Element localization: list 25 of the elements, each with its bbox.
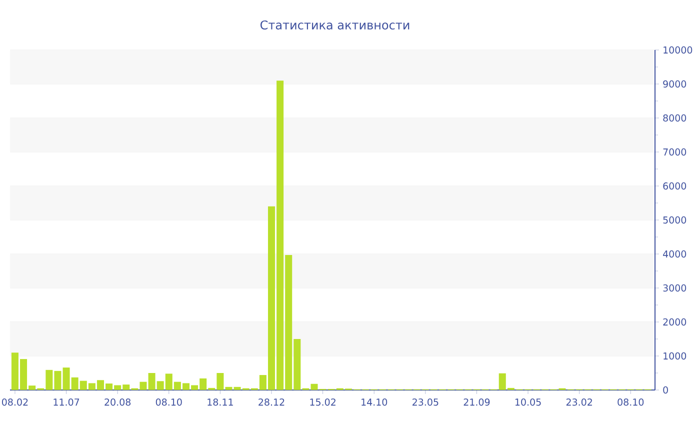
y-tick-label: 3000 bbox=[663, 284, 686, 292]
y-tick-label: 10000 bbox=[664, 46, 692, 54]
y-tick-label: 5000 bbox=[663, 216, 686, 224]
x-tick-label: 20.08 bbox=[104, 398, 131, 406]
x-tick-label: 10.05 bbox=[515, 398, 541, 406]
x-tick-label: 21.09 bbox=[464, 398, 490, 406]
x-tick-label: 08.10 bbox=[618, 398, 644, 406]
x-tick-label: 08.10 bbox=[156, 398, 182, 406]
x-tick-label: 08.02 bbox=[2, 398, 28, 406]
y-tick-label: 8000 bbox=[663, 114, 686, 122]
x-tick-label: 11.07 bbox=[54, 398, 80, 406]
x-tick-label: 15.02 bbox=[310, 398, 336, 406]
x-tick-label: 23.05 bbox=[412, 398, 438, 406]
y-tick-label: 0 bbox=[663, 386, 668, 394]
x-tick-label: 14.10 bbox=[362, 398, 388, 406]
y-tick-label: 9000 bbox=[663, 80, 686, 88]
y-tick-label: 7000 bbox=[663, 148, 686, 156]
x-tick-label: 18.11 bbox=[208, 398, 233, 406]
y-tick-label: 6000 bbox=[663, 182, 686, 190]
x-tick-label: 23.02 bbox=[566, 398, 592, 406]
y-tick-label: 2000 bbox=[663, 318, 686, 326]
chart-title: Статистика активности bbox=[260, 20, 410, 30]
x-tick-label: 28.12 bbox=[258, 398, 284, 406]
y-tick-label: 4000 bbox=[663, 250, 686, 258]
y-tick-label: 1000 bbox=[664, 352, 686, 360]
